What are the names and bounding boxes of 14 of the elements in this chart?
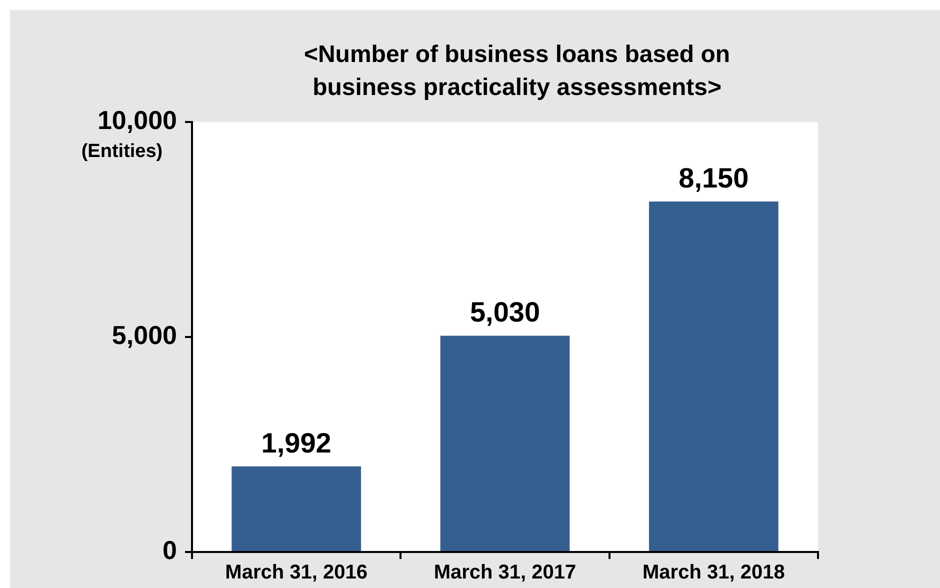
data-label: 8,150 [678,162,749,194]
y-tick-label: 5,000 [112,320,177,350]
chart-title: <Number of business loans based on business practicality assessments> [304,41,730,101]
x-tick-label: March 31, 2018 [642,562,785,584]
x-tick-label: March 31, 2017 [434,562,576,584]
y-tick-label: 0 [162,535,177,566]
bar [648,202,778,551]
data-label: 1,992 [261,427,332,458]
data-label: 5,030 [470,296,540,328]
y-tick-label: 10,000 [97,105,177,136]
bar [440,336,570,551]
y-axis-title: (Entities) [81,141,163,162]
bar [232,466,362,551]
x-tick-label: March 31, 2016 [225,562,368,584]
